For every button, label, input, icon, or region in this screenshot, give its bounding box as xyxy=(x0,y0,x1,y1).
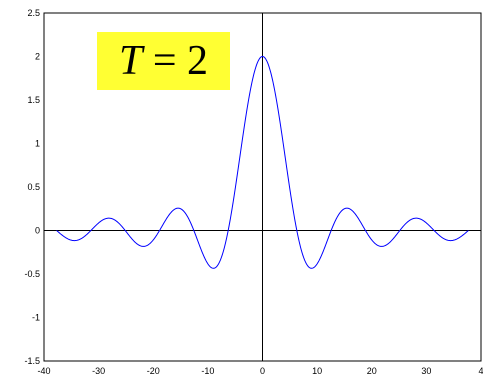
parameter-annotation-text: T = 2 xyxy=(97,32,230,90)
annotation-equals: = xyxy=(152,38,177,84)
y-tick-label-0: -1.5 xyxy=(24,356,40,366)
x-tick-label-5: 10 xyxy=(312,366,322,376)
tick-labels: -40 -30 -20 -10 0 10 20 30 4 -1.5 -1 -0.5 0 0.5 1 1.5 2 2… xyxy=(24,8,483,376)
x-tick-label-7: 30 xyxy=(421,366,431,376)
y-tick-label-2: -0.5 xyxy=(24,269,40,279)
x-tick-label-6: 20 xyxy=(367,366,377,376)
annotation-value: 2 xyxy=(187,38,209,84)
x-tick-label-1: -30 xyxy=(92,366,105,376)
y-tick-label-5: 1 xyxy=(35,139,40,149)
parameter-annotation: T = 2 xyxy=(97,32,230,90)
x-tick-label-0: -40 xyxy=(37,366,50,376)
y-tick-label-4: 0.5 xyxy=(27,182,40,192)
y-tick-label-8: 2.5 xyxy=(27,8,40,18)
y-tick-label-1: -1 xyxy=(32,313,40,323)
annotation-variable: T xyxy=(118,38,143,84)
y-tick-label-7: 2 xyxy=(35,52,40,62)
series-line-0 xyxy=(56,55,469,269)
y-tick-label-3: 0 xyxy=(35,226,40,236)
series-layer xyxy=(56,55,469,269)
x-tick-label-3: -10 xyxy=(201,366,214,376)
y-tick-label-6: 1.5 xyxy=(27,95,40,105)
x-tick-label-2: -20 xyxy=(147,366,160,376)
x-tick-label-4: 0 xyxy=(260,366,265,376)
x-tick-label-8: 4 xyxy=(478,366,483,376)
